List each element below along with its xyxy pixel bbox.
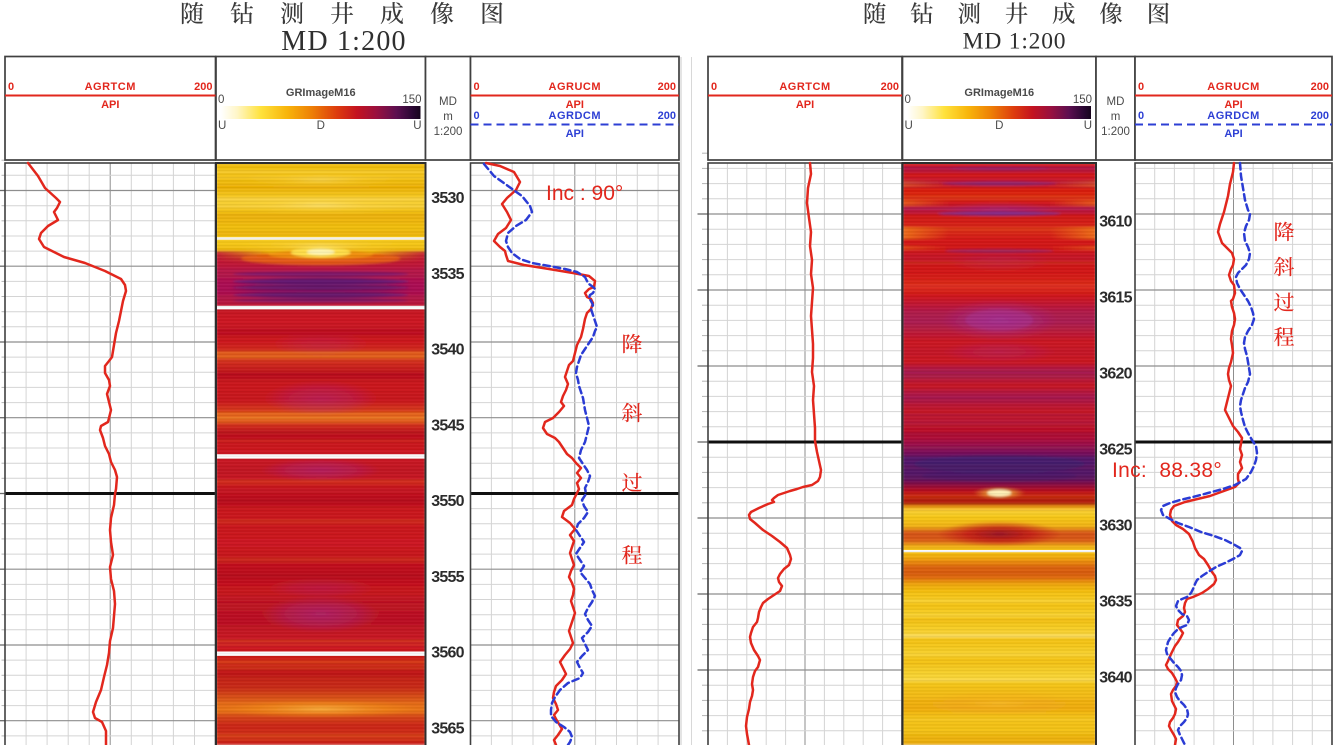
svg-text:U: U: [905, 120, 913, 132]
svg-text:3615: 3615: [1099, 290, 1132, 307]
svg-text:AGRUCM: AGRUCM: [549, 81, 602, 93]
svg-text:200: 200: [658, 81, 676, 93]
svg-text:200: 200: [1311, 81, 1329, 93]
svg-text:0: 0: [711, 81, 717, 93]
svg-text:GRImageM16: GRImageM16: [286, 87, 356, 99]
svg-text:150: 150: [402, 94, 421, 106]
svg-text:3530: 3530: [431, 190, 464, 207]
svg-text:D: D: [995, 120, 1003, 132]
svg-text:3560: 3560: [431, 645, 464, 662]
svg-text:MD 1:200: MD 1:200: [963, 29, 1067, 55]
svg-text:API: API: [1224, 99, 1242, 111]
svg-text:AGRTCM: AGRTCM: [779, 81, 830, 93]
svg-text:U: U: [218, 120, 226, 132]
svg-text:GRImageM16: GRImageM16: [964, 87, 1034, 99]
svg-text:0: 0: [1138, 110, 1144, 122]
svg-text:200: 200: [194, 81, 212, 93]
svg-text:150: 150: [1073, 94, 1092, 106]
svg-text:1:200: 1:200: [1101, 126, 1130, 138]
svg-text:m: m: [1111, 111, 1121, 123]
svg-text:AGRTCM: AGRTCM: [85, 81, 136, 93]
svg-text:0: 0: [905, 94, 911, 106]
svg-text:0: 0: [8, 81, 14, 93]
svg-text:3565: 3565: [431, 720, 464, 737]
svg-text:0: 0: [1138, 81, 1144, 93]
svg-text:0: 0: [474, 81, 480, 93]
svg-text:200: 200: [881, 81, 899, 93]
svg-text:U: U: [1084, 120, 1092, 132]
svg-text:3545: 3545: [431, 417, 464, 434]
svg-text:Inc : 90°: Inc : 90°: [546, 182, 623, 205]
svg-text:m: m: [443, 111, 453, 123]
svg-text:API: API: [1224, 128, 1242, 140]
svg-text:3625: 3625: [1099, 442, 1132, 459]
svg-text:3630: 3630: [1099, 518, 1132, 535]
svg-text:3540: 3540: [431, 342, 464, 359]
svg-text:3555: 3555: [431, 569, 464, 586]
svg-text:AGRUCM: AGRUCM: [1207, 81, 1260, 93]
svg-text:API: API: [796, 99, 814, 111]
svg-text:API: API: [101, 99, 119, 111]
svg-text:200: 200: [658, 110, 676, 122]
svg-text:3620: 3620: [1099, 366, 1132, 383]
svg-text:API: API: [566, 128, 584, 140]
svg-text:AGRDCM: AGRDCM: [549, 110, 602, 122]
svg-text:3640: 3640: [1099, 670, 1132, 687]
svg-text:MD 1:200: MD 1:200: [281, 26, 407, 57]
svg-text:200: 200: [1311, 110, 1329, 122]
svg-text:0: 0: [474, 110, 480, 122]
svg-text:AGRDCM: AGRDCM: [1207, 110, 1260, 122]
svg-text:U: U: [413, 120, 421, 132]
svg-text:0: 0: [218, 94, 224, 106]
svg-text:3610: 3610: [1099, 214, 1132, 231]
svg-text:MD: MD: [439, 96, 457, 108]
svg-text:3535: 3535: [431, 266, 464, 283]
svg-text:D: D: [317, 120, 325, 132]
svg-text:MD: MD: [1107, 96, 1125, 108]
svg-text:API: API: [566, 99, 584, 111]
svg-text:3635: 3635: [1099, 594, 1132, 611]
svg-text:3550: 3550: [431, 493, 464, 510]
svg-text:Inc: 88.38°: Inc: 88.38°: [1112, 459, 1222, 482]
svg-text:1:200: 1:200: [434, 126, 463, 138]
